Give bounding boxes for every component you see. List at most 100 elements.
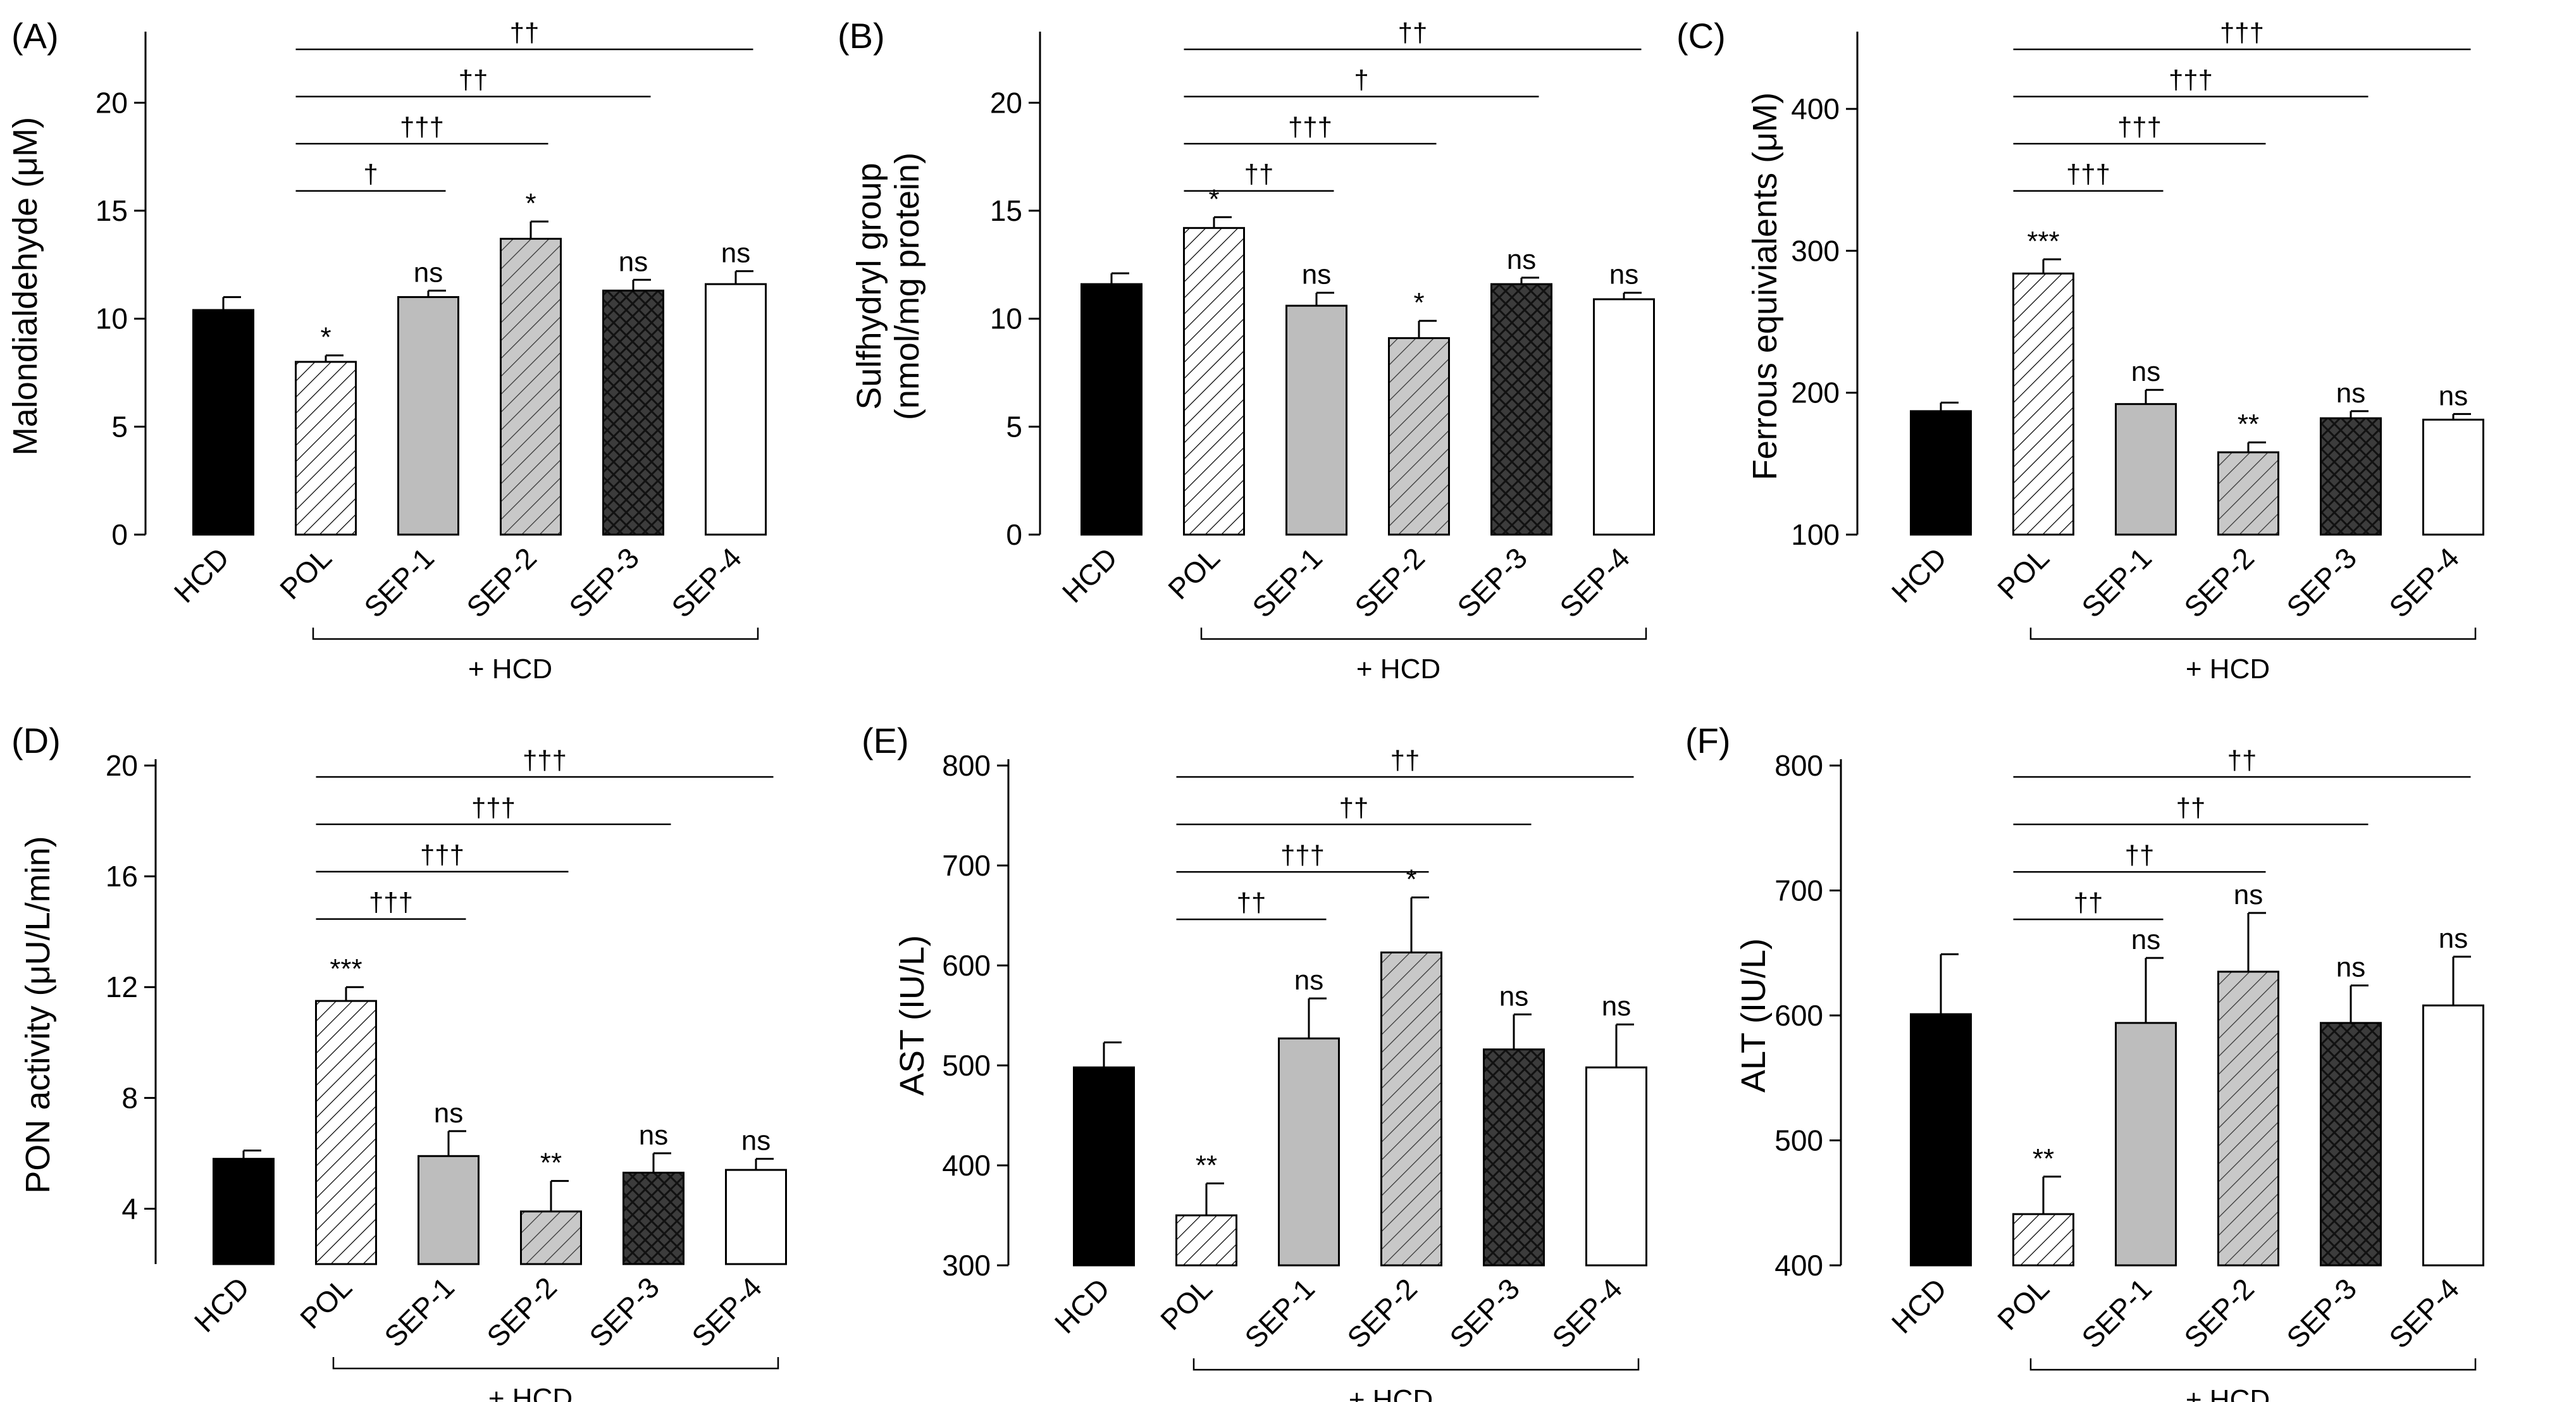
y-tick-label: 20 bbox=[106, 749, 138, 782]
y-axis-label: PON activity (μU/L/min) bbox=[19, 836, 57, 1193]
bar-sep-3 bbox=[1490, 283, 1552, 536]
significance-label: ns bbox=[1609, 259, 1638, 290]
y-tick-label: 12 bbox=[106, 971, 138, 1003]
y-tick-label: 0 bbox=[1006, 518, 1022, 551]
significance-label: * bbox=[320, 322, 331, 353]
bar-hcd bbox=[1081, 283, 1142, 536]
significance-label: ns bbox=[2336, 378, 2365, 409]
y-tick-label: 10 bbox=[96, 302, 128, 335]
y-tick-label: 600 bbox=[1774, 999, 1823, 1032]
significance-label: ns bbox=[1602, 991, 1631, 1022]
y-tick-label: 15 bbox=[990, 194, 1022, 227]
category-label: SEP-1 bbox=[1238, 1272, 1321, 1355]
significance-label: ns bbox=[1294, 965, 1323, 996]
significance-label: ** bbox=[1196, 1150, 1217, 1181]
y-tick-label: 400 bbox=[942, 1149, 991, 1182]
bar-sep-3 bbox=[602, 289, 664, 536]
bar-pol bbox=[1175, 1214, 1237, 1267]
y-tick-label: 700 bbox=[1774, 874, 1823, 907]
bar-sep-4 bbox=[705, 283, 767, 536]
significance-label: ns bbox=[2131, 924, 2160, 955]
bar-sep-1 bbox=[1285, 304, 1347, 536]
bar-pol bbox=[295, 361, 357, 536]
bar-hcd bbox=[1910, 410, 1972, 536]
comparison-label: ††† bbox=[2169, 65, 2213, 95]
bar-pol bbox=[1183, 226, 1245, 536]
category-label: SEP-4 bbox=[1545, 1272, 1628, 1355]
y-axis-label: Ferrous equivialents (μM) bbox=[1746, 92, 1784, 480]
y-tick-label: 500 bbox=[942, 1049, 991, 1082]
category-label: SEP-4 bbox=[665, 541, 748, 624]
category-label: HCD bbox=[168, 541, 235, 609]
significance-label: ns bbox=[2439, 380, 2468, 411]
y-axis-label-2: (nmol/mg protein) bbox=[888, 152, 926, 420]
y-tick-label: 20 bbox=[96, 86, 128, 119]
comparison-label: † bbox=[1354, 65, 1368, 95]
significance-label: ns bbox=[414, 257, 443, 288]
panel-a: (A) 0 5 10 15 20 Malondialdehyde (μM) HCD * POL ns… bbox=[6, 16, 767, 685]
category-label: SEP-1 bbox=[378, 1270, 461, 1353]
significance-label: ns bbox=[2336, 952, 2365, 983]
category-label: POL bbox=[1154, 1272, 1218, 1336]
y-tick-label: 100 bbox=[1791, 518, 1840, 551]
y-tick-label: 10 bbox=[990, 302, 1022, 335]
significance-label: ns bbox=[1499, 981, 1528, 1012]
comparison-label: †† bbox=[1390, 745, 1420, 775]
category-label: HCD bbox=[1048, 1272, 1116, 1339]
bar-sep-3 bbox=[2320, 1022, 2382, 1267]
category-label: POL bbox=[1161, 541, 1226, 605]
bar-sep-4 bbox=[725, 1169, 787, 1265]
group-bracket bbox=[1200, 628, 1647, 640]
group-label: + HCD bbox=[1349, 1384, 1433, 1402]
category-label: HCD bbox=[1885, 1272, 1953, 1339]
comparison-label: †† bbox=[2227, 745, 2257, 775]
panel-label: (B) bbox=[838, 16, 885, 56]
panel-label: (E) bbox=[862, 721, 909, 760]
bar-sep-2 bbox=[1388, 337, 1450, 536]
y-tick-label: 300 bbox=[942, 1249, 991, 1282]
significance-label: * bbox=[1406, 864, 1416, 895]
comparison-label: †† bbox=[459, 65, 488, 95]
significance-label: ns bbox=[1302, 259, 1331, 290]
y-tick-label: 800 bbox=[1774, 749, 1823, 782]
bar-sep-2 bbox=[500, 237, 562, 536]
comparison-label: ††† bbox=[1288, 112, 1332, 142]
bar-sep-2 bbox=[1380, 951, 1442, 1267]
group-label: + HCD bbox=[488, 1383, 573, 1402]
panel-e: (E) 300 400 500 600 700 800 AST (IU/L) HCD ** POL n… bbox=[862, 721, 1647, 1402]
significance-label: ns bbox=[2131, 356, 2160, 387]
bar-pol bbox=[2012, 1213, 2074, 1267]
significance-label: ns bbox=[2234, 879, 2263, 910]
panel-label: (A) bbox=[11, 16, 59, 56]
category-label: SEP-2 bbox=[460, 541, 543, 624]
bar-sep-4 bbox=[1593, 298, 1655, 536]
group-label: + HCD bbox=[2186, 654, 2270, 685]
y-tick-label: 500 bbox=[1774, 1124, 1823, 1157]
bar-hcd bbox=[192, 309, 254, 536]
comparison-label: ††† bbox=[523, 745, 567, 775]
category-label: SEP-1 bbox=[2075, 541, 2158, 624]
comparison-label: †† bbox=[2176, 793, 2206, 822]
category-label: POL bbox=[1991, 541, 2055, 605]
comparison-label: †† bbox=[510, 18, 540, 47]
category-label: HCD bbox=[188, 1270, 256, 1338]
panel-label: (C) bbox=[1676, 16, 1726, 56]
group-bracket bbox=[332, 1357, 779, 1370]
y-tick-label: 20 bbox=[990, 86, 1022, 119]
bar-sep-4 bbox=[1585, 1066, 1647, 1267]
y-tick-label: 400 bbox=[1791, 92, 1840, 125]
panel-b: (B) 0 5 10 15 20 Sulfhydryl group (nmol/mg prot… bbox=[838, 16, 1655, 685]
y-tick-label: 400 bbox=[1774, 1249, 1823, 1282]
group-label: + HCD bbox=[1356, 654, 1440, 685]
y-tick-label: 600 bbox=[942, 949, 991, 982]
bar-sep-1 bbox=[1278, 1037, 1340, 1267]
bar-sep-2 bbox=[520, 1210, 582, 1265]
y-tick-label: 15 bbox=[96, 194, 128, 227]
y-tick-label: 16 bbox=[106, 860, 138, 893]
significance-label: ** bbox=[2238, 409, 2259, 440]
significance-label: ns bbox=[1507, 244, 1536, 275]
y-tick-label: 800 bbox=[942, 749, 991, 782]
bar-sep-3 bbox=[1483, 1048, 1545, 1267]
bar-sep-1 bbox=[2115, 403, 2177, 536]
